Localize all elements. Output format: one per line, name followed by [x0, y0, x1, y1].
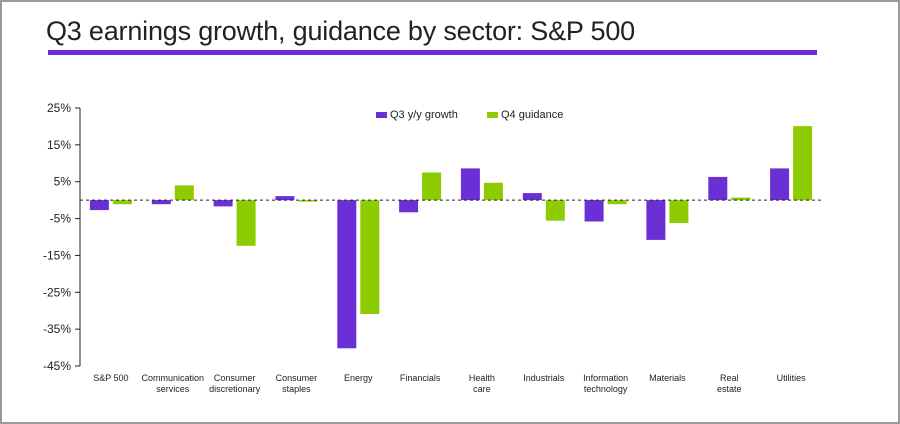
bar-q4-7: [545, 200, 565, 221]
category-label-line: staples: [282, 384, 311, 394]
category-label-line: technology: [584, 384, 628, 394]
y-tick-label: -15%: [43, 248, 71, 262]
category-label-line: Communication: [142, 373, 205, 383]
bar-q4-11: [793, 126, 813, 201]
bar-q4-3: [298, 200, 318, 202]
title-underline: [48, 50, 817, 55]
chart-title: Q3 earnings growth, guidance by sector: …: [46, 16, 635, 46]
category-label: Consumer discretionary: [209, 373, 261, 394]
legend-label-0: Q3 y/y growth: [390, 109, 458, 121]
category-label: Materials: [649, 373, 686, 383]
y-tick-label: -5%: [50, 212, 72, 226]
bar-q3-5: [399, 200, 419, 213]
category-label: Financials: [400, 373, 441, 383]
bar-q4-1: [174, 185, 194, 201]
bar-q3-0: [89, 200, 109, 211]
bar-q3-10: [708, 176, 728, 201]
category-label: Communication services: [142, 373, 205, 394]
y-tick-label: 15%: [47, 138, 71, 152]
bar-q3-2: [213, 200, 233, 207]
bar-q4-6: [483, 182, 503, 201]
legend: Q3 y/y growth Q4 guidance: [376, 109, 563, 121]
y-axis-group: 25% 15% 5% -5% -15% -25% -35% -45%: [43, 101, 81, 373]
category-label: S&P 500: [93, 373, 128, 383]
bar-q4-9: [669, 200, 689, 223]
category-label: Industrials: [523, 373, 565, 383]
category-label: Information technology: [583, 373, 628, 394]
bar-q3-9: [646, 200, 666, 240]
bar-q4-8: [607, 200, 627, 205]
bar-q3-11: [770, 168, 790, 201]
bar-q3-7: [522, 193, 542, 201]
bar-q4-2: [236, 200, 256, 246]
category-label-line: Industrials: [523, 373, 565, 383]
bar-q4-0: [112, 200, 132, 205]
category-label: Real estate: [717, 373, 742, 394]
legend-swatch-1: [487, 112, 498, 118]
y-tick-label: -25%: [43, 285, 71, 299]
y-tick-label: 5%: [54, 175, 72, 189]
category-label: Energy: [344, 373, 373, 383]
bar-q3-1: [151, 200, 171, 205]
bar-q3-8: [584, 200, 604, 222]
category-label-line: Consumer: [276, 373, 318, 383]
category-label-line: services: [156, 384, 190, 394]
legend-swatch-0: [376, 112, 387, 118]
bar-q4-5: [422, 172, 442, 201]
y-tick-label: -45%: [43, 359, 71, 373]
bars-group: [89, 126, 813, 349]
y-tick-label: -35%: [43, 322, 71, 336]
category-label-line: Energy: [344, 373, 373, 383]
category-label-line: Financials: [400, 373, 441, 383]
category-label-line: estate: [717, 384, 742, 394]
bar-q3-4: [337, 200, 357, 349]
y-tick-label: 25%: [47, 101, 71, 115]
bar-q4-10: [731, 197, 751, 201]
bar-q3-6: [460, 168, 480, 201]
category-label-line: Real: [720, 373, 739, 383]
category-label-line: Utilities: [777, 373, 807, 383]
legend-label-1: Q4 guidance: [501, 109, 563, 121]
category-label: Utilities: [777, 373, 807, 383]
category-label-line: Health: [469, 373, 495, 383]
category-label-line: Materials: [649, 373, 686, 383]
category-label-line: S&P 500: [93, 373, 128, 383]
category-label-line: discretionary: [209, 384, 261, 394]
bar-q4-4: [360, 200, 380, 314]
category-label: Health care: [469, 373, 495, 394]
category-label-line: Information: [583, 373, 628, 383]
category-label: Consumer staples: [276, 373, 318, 394]
category-label-line: care: [473, 384, 491, 394]
bar-q3-3: [275, 196, 295, 201]
category-label-line: Consumer: [214, 373, 256, 383]
